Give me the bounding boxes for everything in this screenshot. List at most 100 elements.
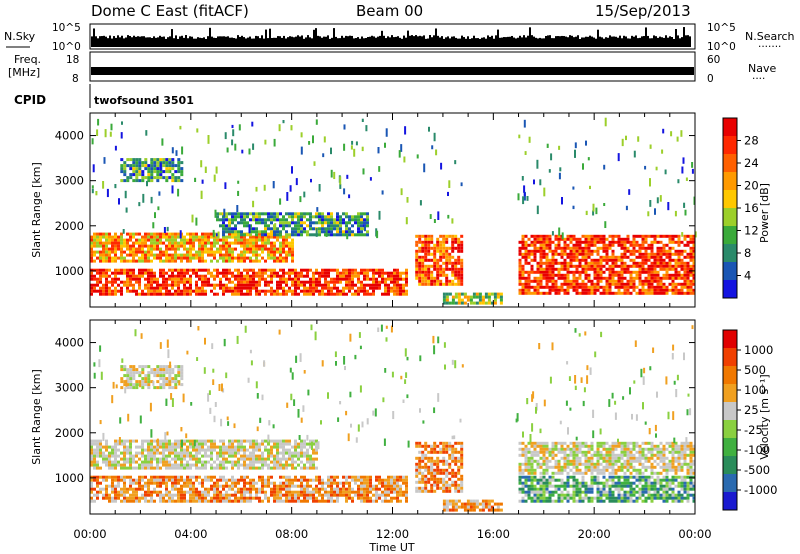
heatmap-cell: [399, 277, 402, 281]
heatmap-cell: [405, 217, 408, 225]
heatmap-cell: [174, 277, 177, 281]
heatmap-cell: [677, 179, 680, 184]
heatmap-cell: [590, 285, 594, 289]
heatmap-cell: [384, 481, 387, 485]
heatmap-cell: [300, 218, 303, 222]
heatmap-cell: [454, 246, 458, 250]
heatmap-cell: [333, 481, 336, 485]
heatmap-cell: [96, 256, 99, 260]
heatmap-cell: [680, 291, 684, 295]
heatmap-cell: [150, 439, 153, 443]
heatmap-cell: [129, 268, 132, 272]
heatmap-cell: [144, 250, 147, 254]
heatmap-cell: [105, 238, 108, 242]
heatmap-cell: [641, 255, 645, 259]
heatmap-cell: [174, 170, 178, 174]
heatmap-cell: [650, 267, 654, 271]
heatmap-cell: [240, 215, 243, 219]
heatmap-cell: [689, 267, 693, 271]
heatmap-cell: [243, 238, 246, 242]
heatmap-cell: [424, 267, 428, 271]
heatmap-cell: [611, 234, 615, 238]
heatmap-cell: [668, 282, 672, 286]
heatmap-cell: [405, 493, 408, 497]
heatmap-cell: [174, 235, 177, 239]
heatmap-cell: [493, 292, 497, 296]
heatmap-cell: [527, 285, 531, 289]
nsky-bar: [97, 38, 99, 47]
heatmap-cell: [445, 249, 449, 253]
heatmap-cell: [291, 466, 294, 470]
heatmap-cell: [222, 283, 225, 287]
heatmap-cell: [222, 271, 225, 275]
heatmap-cell: [186, 478, 189, 482]
heatmap-cell: [153, 448, 156, 452]
heatmap-cell: [99, 466, 102, 470]
heatmap-cell: [671, 264, 675, 268]
heatmap-cell: [264, 221, 267, 225]
heatmap-cell: [168, 292, 171, 296]
heatmap-cell: [150, 499, 153, 503]
heatmap-cell: [204, 283, 207, 287]
nsky-bar: [571, 35, 573, 47]
heatmap-cell: [270, 268, 273, 272]
heatmap-cell: [93, 250, 96, 254]
heatmap-cell: [614, 240, 618, 244]
heatmap-cell: [234, 235, 237, 239]
heatmap-cell: [599, 246, 603, 250]
heatmap-cell: [288, 247, 291, 251]
heatmap-cell: [135, 179, 139, 183]
heatmap-cell: [198, 490, 201, 494]
heatmap-cell: [180, 259, 183, 263]
heatmap-cell: [165, 481, 168, 485]
heatmap-cell: [454, 264, 458, 268]
heatmap-cell: [234, 460, 237, 464]
heatmap-cell: [132, 179, 136, 183]
heatmap-cell: [93, 277, 96, 281]
heatmap-cell: [542, 234, 546, 238]
heatmap-cell: [345, 221, 348, 225]
heatmap-cell: [177, 490, 180, 494]
heatmap-cell: [159, 493, 162, 497]
heatmap-cell: [195, 292, 198, 296]
heatmap-cell: [551, 240, 555, 244]
heatmap-cell: [545, 270, 549, 274]
heatmap-cell: [575, 282, 579, 286]
heatmap-cell: [285, 218, 288, 222]
nsky-bar: [339, 38, 341, 47]
heatmap-cell: [120, 280, 123, 284]
heatmap-cell: [228, 259, 231, 263]
heatmap-cell: [399, 490, 402, 494]
heatmap-cell: [246, 481, 249, 485]
heatmap-cell: [436, 273, 440, 277]
heatmap-cell: [472, 295, 476, 299]
heatmap-cell: [545, 267, 549, 271]
heatmap-cell: [348, 221, 351, 225]
heatmap-cell: [279, 253, 282, 257]
heatmap-cell: [192, 475, 195, 479]
heatmap-cell: [297, 271, 300, 275]
heatmap-cell: [324, 499, 327, 503]
heatmap-cell: [602, 264, 606, 268]
heatmap-cell: [270, 445, 273, 449]
heatmap-cell: [138, 499, 141, 503]
heatmap-cell: [554, 252, 558, 256]
heatmap-cell: [96, 490, 99, 494]
heatmap-cell: [95, 191, 98, 196]
heatmap-cell: [433, 279, 437, 283]
heatmap-cell: [110, 123, 113, 131]
heatmap-cell: [291, 283, 294, 287]
heatmap-cell: [295, 178, 298, 186]
heatmap-cell: [248, 148, 251, 155]
heatmap-cell: [644, 258, 648, 262]
heatmap-cell: [324, 292, 327, 296]
heatmap-cell: [418, 477, 422, 481]
heatmap-cell: [201, 460, 204, 464]
heatmap-cell: [665, 276, 669, 280]
heatmap-cell: [686, 288, 690, 292]
heatmap-cell: [150, 460, 153, 464]
heatmap-cell: [418, 465, 422, 469]
heatmap-cell: [279, 247, 282, 251]
heatmap-cell: [177, 241, 180, 245]
heatmap-cell: [183, 499, 186, 503]
